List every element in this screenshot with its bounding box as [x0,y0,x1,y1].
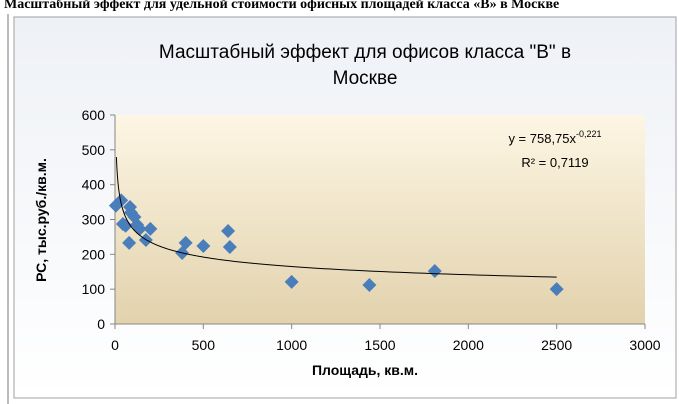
point [143,221,158,236]
equation-exponent: -0,221 [576,129,602,139]
y-axis-label: РС, тыс.руб./кв.м. [33,158,49,282]
x-tick-label: 3000 [629,337,660,353]
point [221,223,236,238]
chart-title: Масштабный эффект для офисов класса "В" … [159,42,571,89]
point [222,240,237,255]
point [427,264,442,279]
point [362,277,377,292]
y-tick-label: 500 [82,142,106,158]
y-tick-label: 600 [82,107,106,123]
x-tick-label: 0 [111,337,119,353]
x-tick-label: 2500 [541,337,572,353]
y-tick-label: 400 [82,177,106,193]
point [549,282,564,297]
point [122,235,137,250]
trendline-equation: y = 758,75x-0,221 [508,129,601,146]
trendline [115,157,557,278]
y-tick-label: 0 [97,316,105,332]
x-tick-label: 1000 [276,337,307,353]
chart-title-text: Масштабный эффект для офисов класса "В" … [159,42,571,63]
plot-area [115,115,645,324]
point [114,193,129,208]
chart-title-line2: Москве [333,68,398,89]
x-tick-label: 2000 [453,337,484,353]
caption: Масштабный эффект для удельной стоимости… [4,0,559,12]
x-tick-label: 500 [192,337,216,353]
x-tick-label: 1500 [364,337,395,353]
r-squared: R² = 0,7119 [521,155,588,170]
y-tick-label: 100 [82,281,106,297]
equation-text: y = 758,75x [508,131,576,146]
point [178,235,193,250]
y-tick-label: 300 [82,212,106,228]
x-axis-label: Площадь, кв.м. [312,362,418,378]
y-tick-label: 200 [82,246,106,262]
point [284,274,299,289]
point [118,218,133,233]
point [196,238,211,253]
